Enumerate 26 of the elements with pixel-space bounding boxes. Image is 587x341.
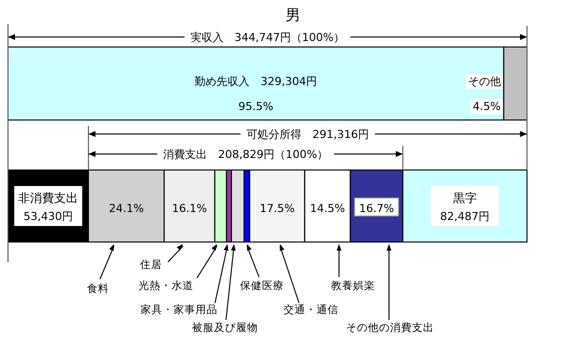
chart-title: 男 [286, 6, 300, 24]
text: 食料 [87, 282, 109, 295]
series-label: その他 [468, 75, 501, 88]
series-label: 非消費支出 [18, 191, 78, 205]
annotation: 16.7% [359, 202, 394, 215]
text: 家具・家事用品 [140, 303, 218, 316]
text: 交通・通信 [284, 303, 338, 316]
text: 光熱・水道 [138, 279, 194, 292]
series-label: 勤め先収入 329,304円 [194, 75, 318, 88]
annotation: 17.5% [260, 202, 295, 215]
series-label: 黒字 [452, 191, 477, 205]
data-label: 53,430円 [23, 210, 73, 223]
annotation: 14.5% [310, 202, 345, 215]
annotation: 実収入 344,747円（100%） [190, 31, 344, 44]
text: 保健医療 [240, 279, 284, 292]
data-label: 82,487円 [440, 210, 490, 223]
text: 教養娯楽 [331, 279, 375, 292]
annotation: 可処分所得 291,316円 [246, 128, 369, 141]
text: 被服及び履物 [192, 321, 258, 334]
annotation: 24.1% [108, 202, 144, 215]
annotation: 4.5% [472, 100, 501, 113]
series-label: 住居 [140, 259, 162, 271]
annotation: 95.5% [238, 100, 274, 113]
annotation: 16.1% [172, 202, 207, 215]
annotation: 消費支出 208,829円（100%） [163, 148, 328, 161]
text: その他の消費支出 [346, 321, 434, 334]
